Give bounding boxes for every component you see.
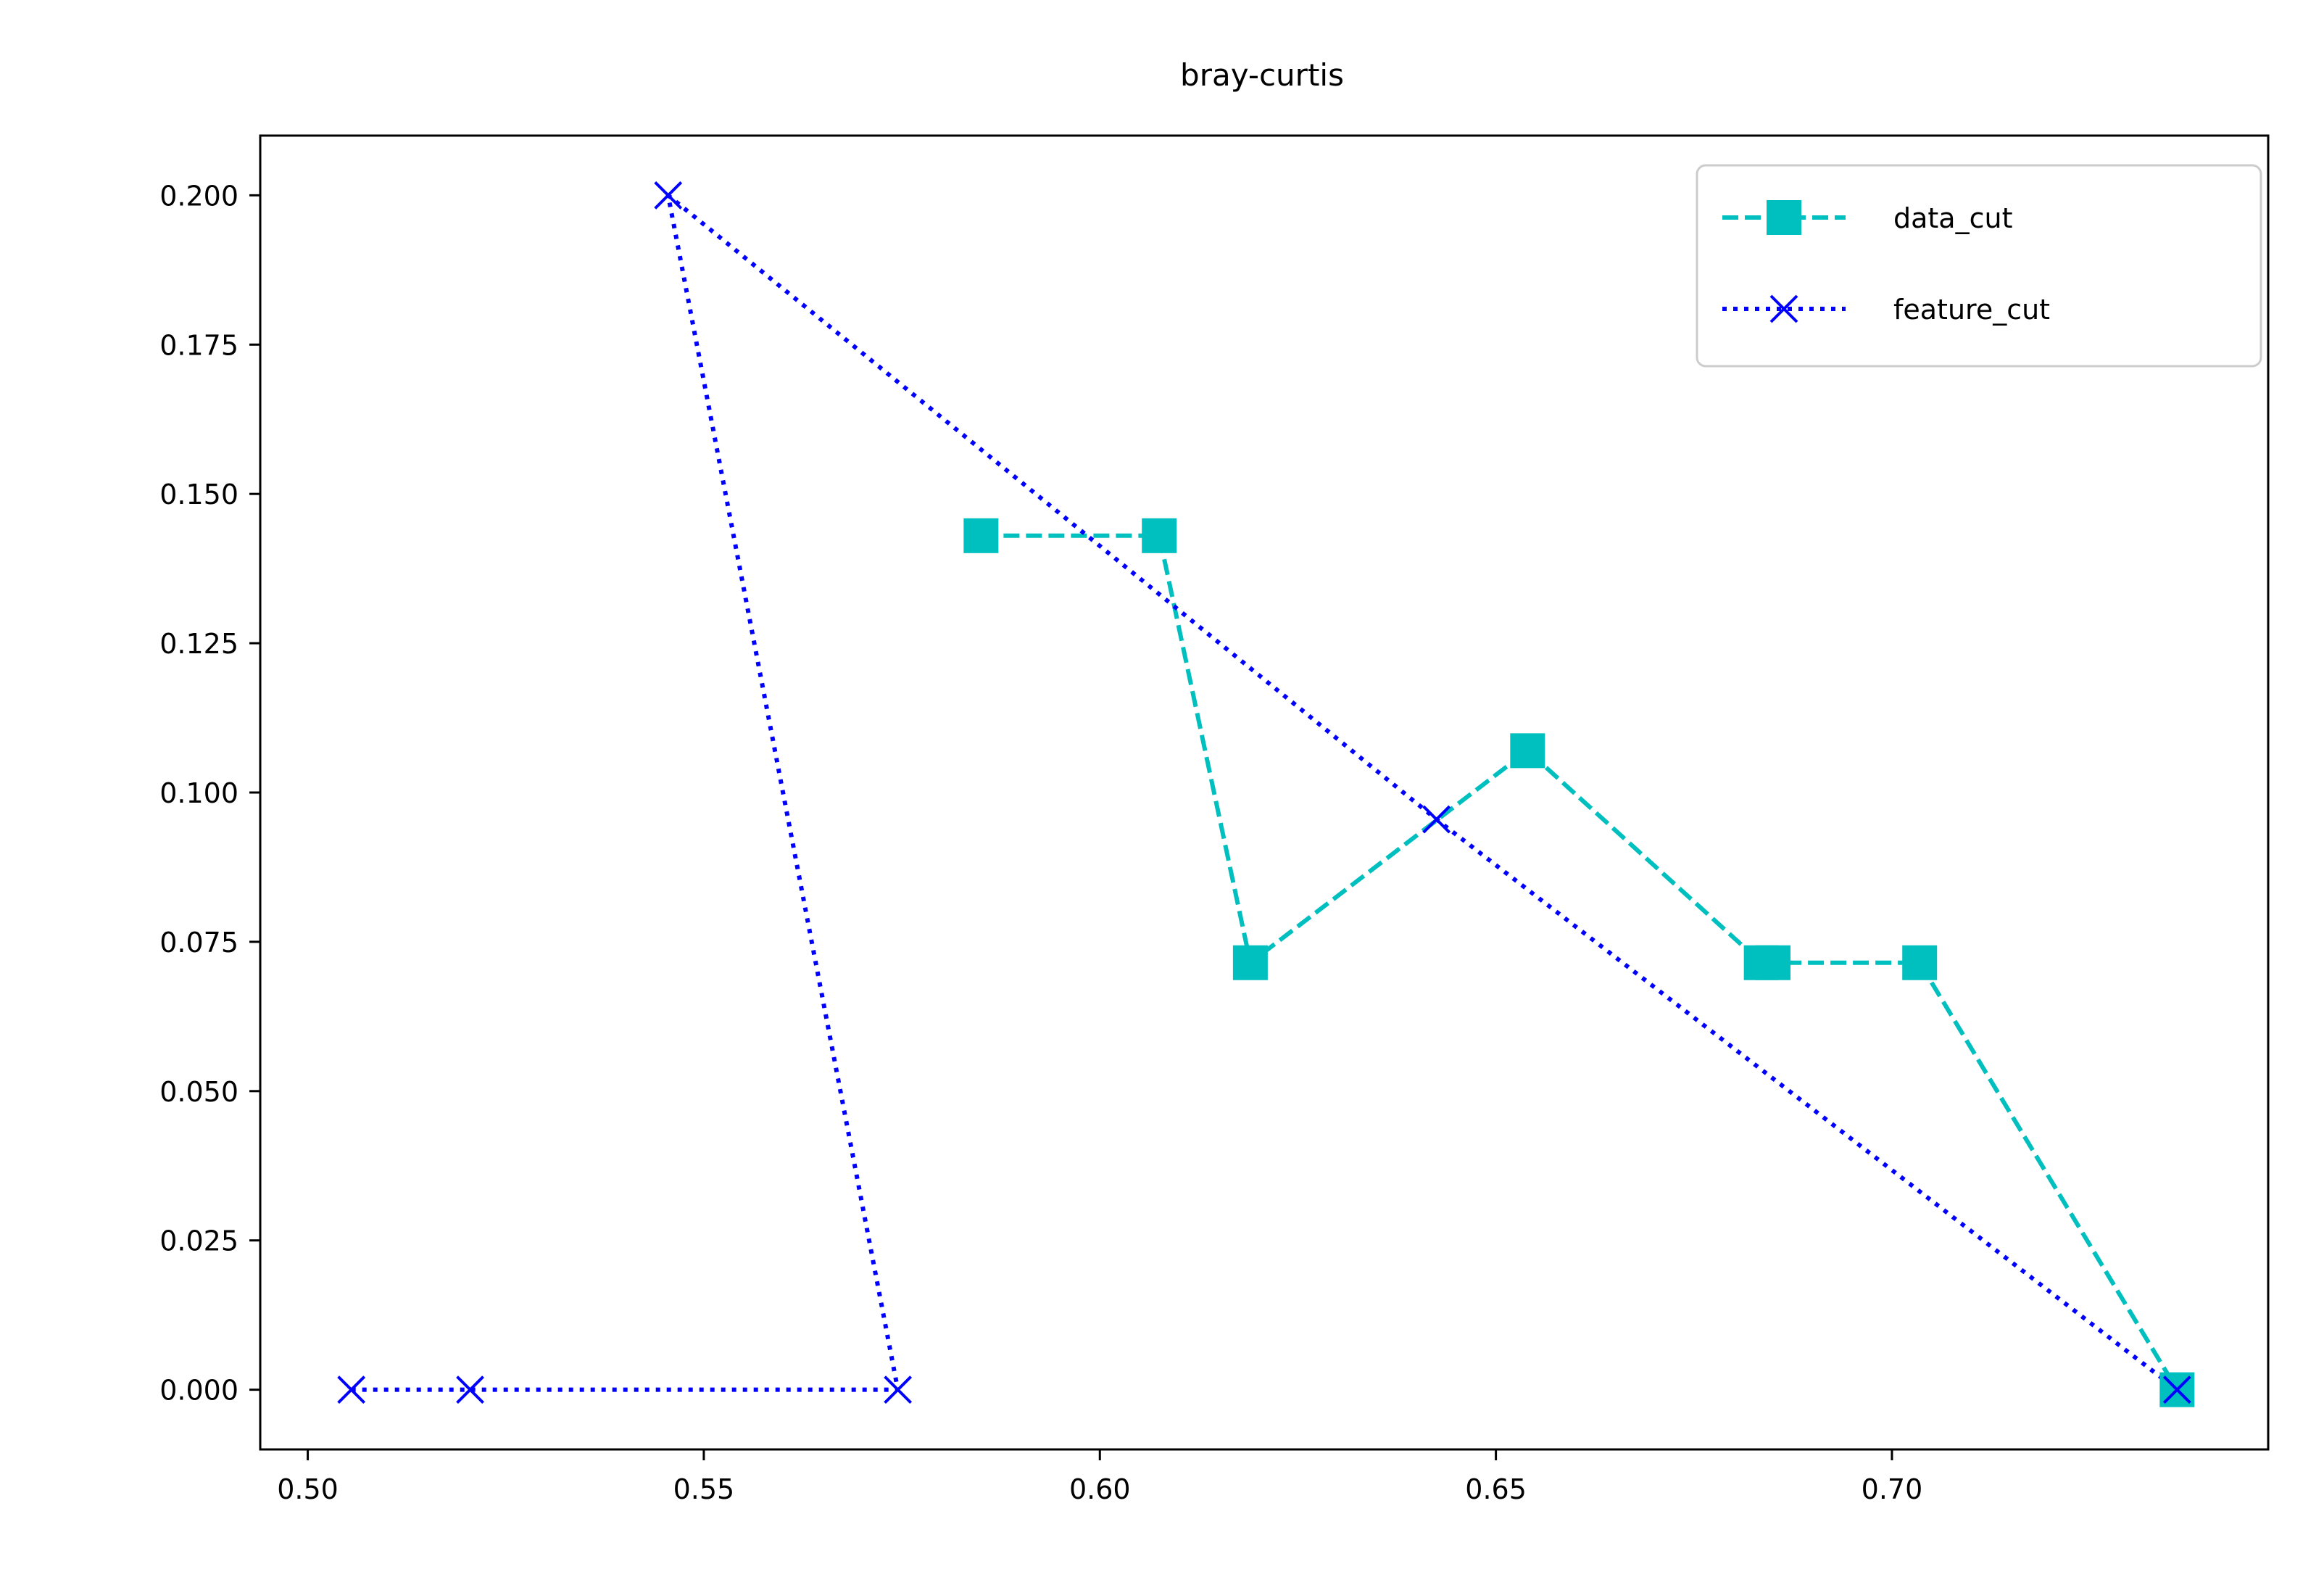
x-axis: 0.50 0.55 0.60 0.65 0.70 bbox=[277, 1449, 1922, 1505]
legend-label-data-cut: data_cut bbox=[1893, 202, 2012, 234]
data-point-feature-cut bbox=[456, 1375, 484, 1404]
legend-marker-feature-cut bbox=[1769, 294, 1798, 323]
data-point-data-cut bbox=[1232, 945, 1268, 980]
y-tick-label: 0.150 bbox=[159, 479, 238, 510]
y-tick-label: 0.100 bbox=[159, 777, 238, 809]
x-tick-label: 0.60 bbox=[1069, 1473, 1131, 1505]
x-tick-label: 0.50 bbox=[277, 1473, 339, 1505]
series-line-feature-cut bbox=[351, 193, 2179, 1392]
data-point-feature-cut bbox=[1422, 805, 1451, 834]
plot-lines bbox=[351, 193, 2179, 1392]
y-tick-label: 0.200 bbox=[159, 180, 238, 212]
y-tick-label: 0.050 bbox=[159, 1076, 238, 1108]
y-tick-label: 0.175 bbox=[159, 329, 238, 361]
data-point-data-cut bbox=[1902, 945, 1938, 980]
y-tick-label: 0.000 bbox=[159, 1375, 238, 1407]
y-axis: 0.000 0.025 0.050 0.075 0.100 0.125 0.150 0.175… bbox=[159, 180, 260, 1407]
legend-marker-data-cut bbox=[1767, 200, 1801, 235]
x-tick-label: 0.70 bbox=[1862, 1473, 1923, 1505]
data-point-feature-cut bbox=[337, 1375, 366, 1404]
chart-title: bray-curtis bbox=[1180, 57, 1344, 93]
data-point-data-cut bbox=[963, 518, 999, 553]
data-point-feature-cut bbox=[654, 181, 683, 210]
legend-box bbox=[1696, 164, 2262, 368]
legend: data_cut feature_cut bbox=[1696, 164, 2262, 368]
legend-label-feature-cut: feature_cut bbox=[1893, 294, 2050, 326]
legend-items: data_cut feature_cut bbox=[1722, 200, 2050, 326]
y-tick-label: 0.125 bbox=[159, 628, 238, 660]
data-point-feature-cut bbox=[884, 1375, 913, 1404]
data-point-data-cut bbox=[1756, 945, 1791, 980]
y-tick-label: 0.075 bbox=[159, 927, 238, 959]
data-point-data-cut bbox=[1510, 733, 1545, 769]
plot-markers bbox=[337, 181, 2195, 1407]
x-tick-label: 0.55 bbox=[673, 1473, 735, 1505]
x-tick-label: 0.65 bbox=[1465, 1473, 1527, 1505]
data-point-data-cut bbox=[1142, 518, 1177, 553]
y-tick-label: 0.025 bbox=[159, 1225, 238, 1257]
data-point-feature-cut bbox=[2162, 1375, 2191, 1404]
